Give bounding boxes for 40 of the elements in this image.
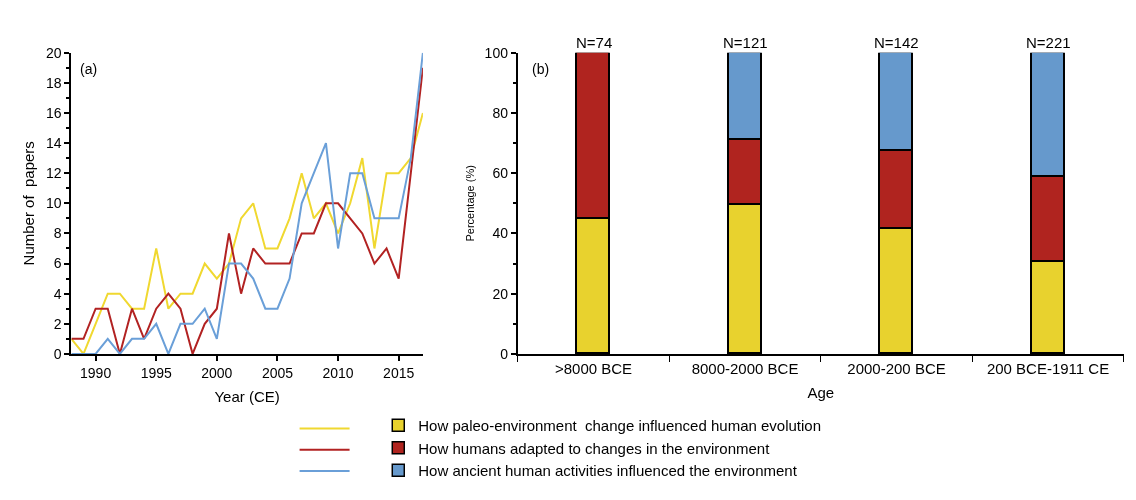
y-tick-label: 20: [46, 44, 62, 61]
annotation: (b): [532, 61, 550, 77]
legend-label: How paleo-environment change influenced human evolution: [418, 417, 822, 435]
y-tick-label: 80: [492, 104, 509, 121]
y-tick-label: 6: [53, 255, 62, 272]
x-tick-label: 2005: [261, 364, 294, 381]
y-axis-title: Percentage (%): [463, 165, 476, 242]
y-tick-label: 4: [53, 285, 62, 302]
y-tick-label: 20: [492, 285, 509, 302]
x-tick-label: 2015: [383, 364, 415, 381]
y-axis-title: Number of papers: [19, 141, 37, 266]
x-axis-title: Year (CE): [214, 388, 280, 406]
annotation: N=121: [723, 34, 768, 51]
y-tick-label: 0: [500, 345, 509, 362]
y-tick-label: 14: [46, 134, 62, 151]
y-tick-label: 0: [53, 345, 62, 362]
y-tick-label: 10: [46, 195, 62, 212]
y-tick-label: 8: [53, 225, 62, 242]
x-tick-label: 8000-2000 BCE: [691, 359, 799, 377]
y-tick-label: 2: [53, 315, 62, 332]
y-tick-label: 40: [492, 225, 509, 242]
legend-label: How humans adapted to changes in the environment: [418, 439, 771, 457]
y-tick-label: 60: [492, 165, 509, 182]
y-tick-label: 12: [46, 165, 62, 182]
x-tick-label: 2000: [201, 364, 233, 381]
annotation: N=74: [576, 34, 613, 51]
x-tick-label: 1990: [80, 364, 112, 381]
x-tick-label: >8000 BCE: [554, 359, 633, 377]
x-axis-title: Age: [807, 384, 835, 402]
y-tick-label: 100: [484, 44, 509, 61]
x-tick-label: 2010: [322, 364, 354, 381]
y-tick-label: 18: [46, 74, 62, 91]
annotation: (a): [80, 61, 98, 77]
annotation: N=221: [1026, 34, 1071, 51]
annotation: N=142: [874, 34, 919, 51]
legend-label: How ancient human activities influenced the environment: [418, 462, 798, 480]
y-tick-label: 16: [46, 104, 62, 121]
x-tick-label: 200 BCE-1911 CE: [986, 359, 1110, 377]
x-tick-label: 1995: [140, 364, 173, 381]
x-tick-label: 2000-200 BCE: [847, 359, 946, 377]
